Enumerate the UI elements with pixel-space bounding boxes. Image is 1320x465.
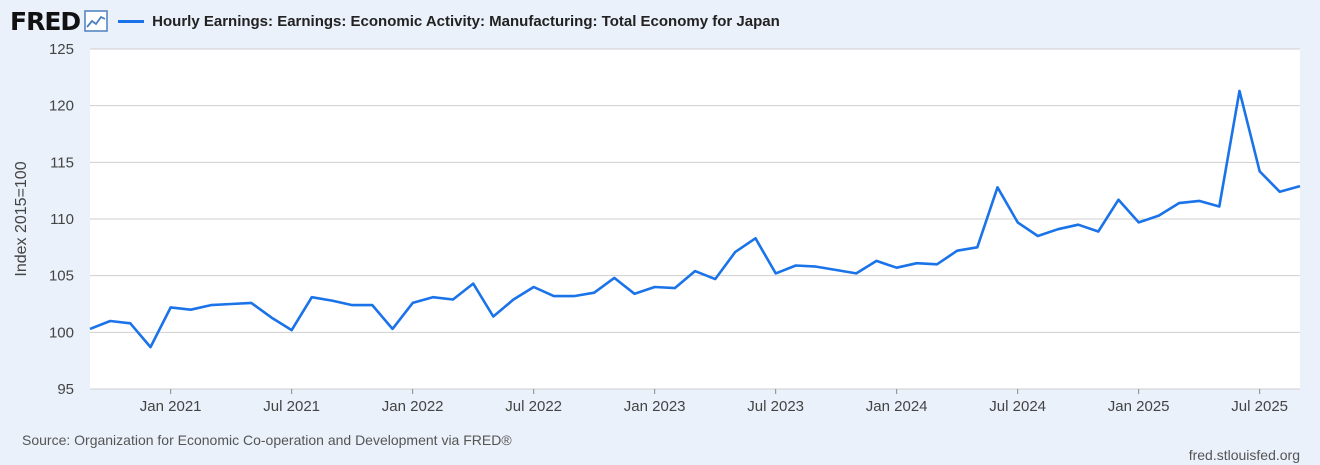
x-tick-label: Jul 2025: [1231, 398, 1288, 415]
x-tick-label: Jan 2024: [866, 398, 928, 415]
y-tick-label: 110: [50, 211, 74, 228]
site-link[interactable]: fred.stlouisfed.org: [1188, 447, 1300, 463]
source-note: Source: Organization for Economic Co-ope…: [22, 432, 512, 448]
series-lines: [89, 89, 1301, 349]
x-tick-label: Jul 2023: [747, 398, 804, 415]
y-tick-label: 120: [49, 98, 74, 115]
x-axis-ticks: Jan 2021 Jul 2021 Jan 2022 Jul 2022 Jan 2023…: [140, 389, 1288, 415]
x-tick-label: Jul 2022: [505, 398, 562, 415]
legend-swatch: [118, 19, 145, 23]
y-tick-label: 100: [49, 324, 74, 341]
y-tick-label: 125: [49, 41, 74, 58]
y-tick-label: 105: [49, 268, 74, 285]
y-tick-label: 95: [57, 381, 74, 398]
grid-lines: [90, 48, 1300, 390]
x-tick-label: Jul 2024: [989, 398, 1046, 415]
legend-label: Hourly Earnings: Earnings: Economic Acti…: [152, 12, 780, 30]
x-tick-label: Jan 2023: [624, 398, 686, 415]
legend: Hourly Earnings: Earnings: Economic Acti…: [118, 13, 780, 30]
y-axis-ticks: 95 100 105 110 115 120 125: [49, 41, 74, 398]
x-tick-label: Jan 2021: [140, 398, 202, 415]
series-line[interactable]: [89, 89, 1301, 349]
x-tick-label: Jan 2025: [1108, 398, 1170, 415]
y-tick-label: 115: [50, 154, 74, 171]
y-axis-label: Index 2015=100: [13, 161, 30, 276]
x-tick-label: Jul 2021: [263, 398, 320, 415]
x-tick-label: Jan 2022: [382, 398, 444, 415]
fred-chart-icon: [84, 10, 108, 32]
chart-header: FRED Hourly Earnings: Earnings: Economic…: [10, 6, 780, 36]
fred-logo[interactable]: FRED: [10, 6, 81, 36]
